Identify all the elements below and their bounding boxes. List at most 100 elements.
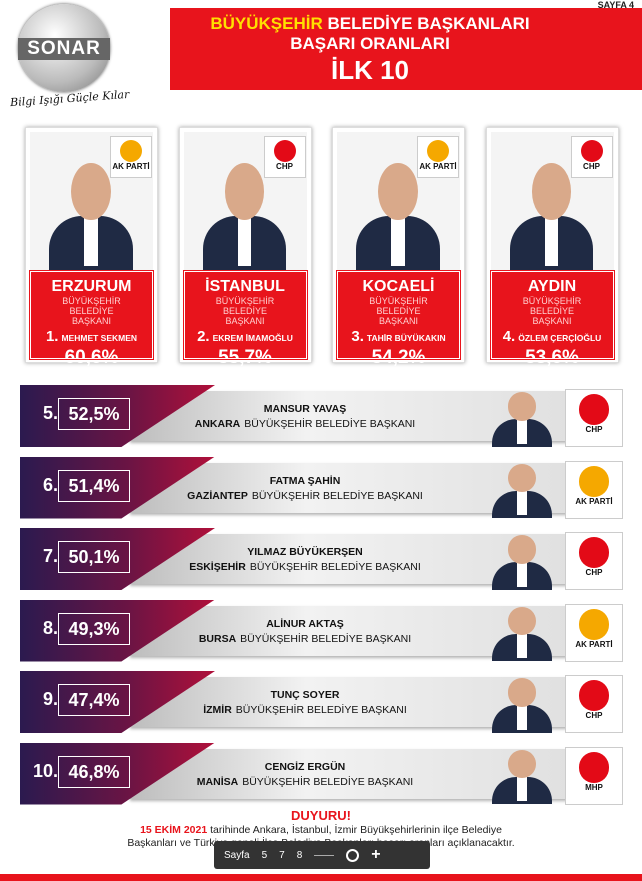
portrait-shirt bbox=[84, 216, 98, 266]
party-emblem bbox=[578, 751, 610, 783]
city-line: MANİSA BÜYÜKŞEHİR BELEDİYE BAŞKANI bbox=[170, 776, 440, 788]
city-line: BURSA BÜYÜKŞEHİR BELEDİYE BAŞKANI bbox=[170, 633, 440, 645]
party-name: CHP bbox=[583, 162, 600, 172]
name: YILMAZ BÜYÜKERŞEN bbox=[247, 546, 363, 558]
portrait-head bbox=[378, 162, 418, 220]
party-emblem bbox=[578, 537, 610, 569]
party-logo: AK PARTİ bbox=[417, 136, 459, 178]
city: İSTANBUL bbox=[205, 278, 285, 295]
title-rest: BELEDİYE BAŞKANLARI bbox=[327, 14, 530, 33]
rank: 2. bbox=[197, 328, 210, 345]
candidate-card: CHP İSTANBUL BÜYÜKŞEHİR BELEDİYE BAŞKANI 2.… bbox=[178, 127, 312, 368]
city-line: GAZİANTEP BÜYÜKŞEHİR BELEDİYE BAŞKANI bbox=[170, 490, 440, 502]
role: BÜYÜKŞEHİR BELEDİYE BAŞKANI bbox=[242, 775, 414, 788]
city: ANKARA bbox=[194, 418, 241, 430]
logo-text: SONAR bbox=[18, 38, 110, 60]
result-box: ERZURUM BÜYÜKŞEHİR BELEDİYE BAŞKANI 1. MEHM… bbox=[29, 270, 154, 368]
plus-icon[interactable]: + bbox=[371, 846, 381, 863]
name: FATMA ŞAHİN bbox=[269, 474, 341, 487]
bottom-band bbox=[0, 874, 642, 881]
party-logo: CHP bbox=[263, 136, 306, 178]
party-name: CHP bbox=[585, 711, 603, 721]
result-box: KOCAELİ BÜYÜKŞEHİR BELEDİYE BAŞKANI 3. TAHİ… bbox=[336, 270, 461, 368]
party-logo: CHP bbox=[565, 389, 623, 447]
role: BÜYÜKŞEHİR BELEDİYE BAŞKANI bbox=[240, 632, 412, 645]
party-emblem bbox=[578, 394, 610, 426]
rate: 60,6% bbox=[64, 347, 119, 368]
rank: 10. bbox=[32, 760, 58, 781]
party-emblem bbox=[427, 140, 449, 163]
page-label: SAYFA 4 bbox=[597, 0, 634, 10]
party-logo: AK PARTİ bbox=[565, 460, 623, 519]
city: BURSA bbox=[198, 632, 237, 645]
party-emblem bbox=[580, 140, 603, 163]
city-line: İZMİR BÜYÜKŞEHİR BELEDİYE BAŞKANI bbox=[170, 704, 440, 716]
portrait-shirt bbox=[517, 776, 527, 802]
role: BÜYÜKŞEHİR BELEDİYE BAŞKANI bbox=[249, 561, 421, 573]
header-band bbox=[170, 8, 642, 90]
slogan: Bilgi Işığı Güçle Kılar bbox=[9, 87, 130, 110]
role: BÜYÜKŞEHİR BELEDİYE BAŞKANI bbox=[215, 296, 275, 326]
portrait-shirt bbox=[517, 419, 527, 444]
name: MANSUR YAVAŞ bbox=[263, 403, 347, 415]
announcement-title: DUYURU! bbox=[291, 808, 351, 823]
party-name: CHP bbox=[585, 568, 603, 578]
party-logo: AK PARTİ bbox=[565, 603, 623, 662]
name: CENGİZ ERGÜN bbox=[264, 760, 346, 773]
toolbar-page[interactable]: 7 bbox=[279, 849, 285, 861]
name: ÖZLEM ÇERÇİOĞLU bbox=[518, 333, 602, 343]
name-line: 3. TAHİR BÜYÜKAKIN bbox=[338, 328, 459, 346]
toolbar-label: Sayfa bbox=[224, 849, 250, 861]
party-emblem bbox=[578, 608, 610, 640]
name-line: 2. EKREM İMAMOĞLU bbox=[185, 328, 306, 346]
list-row: 6. 51,4% FATMA ŞAHİN GAZİANTEP BÜYÜKŞEHİR BE… bbox=[20, 456, 623, 519]
portrait-head bbox=[507, 463, 537, 493]
list-row: 8. 49,3% ALİNUR AKTAŞ BURSA BÜYÜKŞEHİR BELED… bbox=[20, 599, 623, 662]
candidate-card: AK PARTİ ERZURUM BÜYÜKŞEHİR BELEDİYE BAŞKA… bbox=[25, 127, 158, 368]
portrait-shirt bbox=[517, 490, 527, 516]
result-box: AYDIN BÜYÜKŞEHİR BELEDİYE BAŞKANI 4. ÖZLEM … bbox=[489, 270, 615, 368]
portrait-head bbox=[507, 678, 537, 707]
role: BÜYÜKŞEHİR BELEDİYE BAŞKANI bbox=[235, 704, 407, 716]
portrait-head bbox=[507, 535, 537, 564]
candidate-card: CHP AYDIN BÜYÜKŞEHİR BELEDİYE BAŞKANI 4. ÖZL… bbox=[485, 127, 619, 368]
list-row: 7. 50,1% YILMAZ BÜYÜKERŞEN ESKİŞEHİR BÜYÜKŞE… bbox=[20, 528, 623, 590]
name: TAHİR BÜYÜKAKIN bbox=[366, 333, 446, 343]
role: BÜYÜKŞEHİR BELEDİYE BAŞKANI bbox=[251, 489, 423, 502]
city: ESKİŞEHİR bbox=[189, 561, 246, 573]
toolbar-page[interactable]: 8 bbox=[296, 849, 303, 861]
portrait-shirt bbox=[544, 216, 559, 266]
party-emblem bbox=[120, 140, 142, 163]
portrait-head bbox=[507, 606, 537, 636]
party-logo: CHP bbox=[565, 532, 623, 590]
subtitle: BAŞARI ORANLARI bbox=[290, 34, 450, 53]
candidate-card: AK PARTİ KOCAELİ BÜYÜKŞEHİR BELEDİYE BAŞKA… bbox=[332, 127, 465, 368]
party-logo: CHP bbox=[565, 675, 623, 733]
role: BÜYÜKŞEHİR BELEDİYE BAŞKANI bbox=[62, 296, 121, 326]
toolbar[interactable]: Sayfa 5 7 8 + bbox=[214, 841, 430, 869]
city: AYDIN bbox=[527, 278, 577, 295]
portrait-head bbox=[531, 162, 572, 220]
portrait-shirt bbox=[517, 633, 527, 659]
zoom-icon[interactable] bbox=[346, 848, 360, 862]
name-line: 4. ÖZLEM ÇERÇİOĞLU bbox=[492, 328, 613, 346]
role: BÜYÜKŞEHİR BELEDİYE BAŞKANI bbox=[244, 418, 416, 430]
rank: 7. bbox=[42, 546, 58, 566]
rate: 55,7% bbox=[218, 347, 272, 368]
rank: 1. bbox=[45, 328, 59, 345]
city: KOCAELİ bbox=[362, 278, 435, 295]
name: MEHMET SEKMEN bbox=[61, 333, 138, 343]
portrait-shirt bbox=[517, 705, 527, 730]
party-name: CHP bbox=[276, 162, 293, 172]
name: TUNÇ SOYER bbox=[270, 689, 340, 701]
rank: 9. bbox=[42, 689, 58, 709]
toolbar-separator bbox=[314, 854, 335, 856]
portrait-shirt bbox=[391, 216, 405, 266]
party-name: AK PARTİ bbox=[112, 162, 150, 172]
name: ALİNUR AKTAŞ bbox=[266, 617, 344, 630]
toolbar-page[interactable]: 5 bbox=[261, 849, 268, 861]
portrait-head bbox=[507, 392, 537, 421]
portrait-shirt bbox=[237, 216, 252, 266]
portrait-head bbox=[71, 162, 111, 220]
